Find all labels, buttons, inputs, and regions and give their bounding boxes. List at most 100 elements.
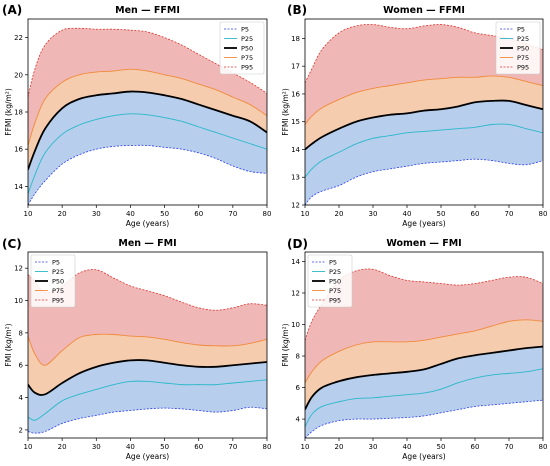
panel-label: (C) bbox=[2, 237, 22, 251]
legend-label-p50: P50 bbox=[517, 44, 529, 52]
band-p50-p75 bbox=[305, 319, 543, 410]
x-tick-label: 60 bbox=[194, 443, 203, 451]
x-tick-label: 20 bbox=[58, 210, 67, 218]
series-line-p50 bbox=[305, 99, 543, 151]
legend-label-p25: P25 bbox=[52, 268, 64, 276]
x-tick-label: 40 bbox=[403, 443, 412, 451]
percentile-bands bbox=[28, 28, 267, 205]
x-tick-label: 80 bbox=[263, 443, 272, 451]
series-line-p5 bbox=[305, 158, 543, 205]
y-axis-label: FMI (kg/m²) bbox=[281, 323, 290, 366]
axes-frame bbox=[304, 251, 544, 439]
x-tick-label: 40 bbox=[126, 210, 135, 218]
y-tick-label: 10 bbox=[291, 321, 300, 329]
axes-frame bbox=[27, 251, 268, 439]
x-tick-label: 40 bbox=[126, 443, 135, 451]
y-tick-label: 14 bbox=[291, 258, 300, 266]
panel-label: (D) bbox=[287, 237, 308, 251]
band-p5-p50 bbox=[28, 360, 267, 434]
x-tick-label: 70 bbox=[228, 210, 237, 218]
x-tick-label: 70 bbox=[505, 443, 514, 451]
panel-label: (A) bbox=[2, 3, 22, 17]
y-axis-label: FFMI (kg/m²) bbox=[281, 88, 290, 136]
x-tick-label: 50 bbox=[160, 210, 169, 218]
band-p5-p50 bbox=[28, 91, 267, 205]
series-line-p25 bbox=[305, 368, 543, 428]
legend-label-p95: P95 bbox=[52, 296, 64, 304]
panel-label: (B) bbox=[287, 3, 307, 17]
band-p75-p95 bbox=[305, 24, 543, 125]
x-tick-label: 70 bbox=[505, 210, 514, 218]
legend-label-p5: P5 bbox=[517, 25, 525, 33]
panel-title: Women — FMI bbox=[386, 238, 461, 249]
y-tick-label: 12 bbox=[14, 265, 23, 273]
series-line-p5 bbox=[305, 399, 543, 438]
y-tick-label: 16 bbox=[291, 90, 300, 98]
x-tick-label: 50 bbox=[160, 443, 169, 451]
chart-panel-2: 10 20 30 40 50 60 70 80 12 13 14 15 16 17 18 (B) Women —… bbox=[281, 3, 547, 228]
y-axis-label: FMI (kg/m²) bbox=[4, 323, 13, 366]
y-tick-label: 8 bbox=[19, 329, 23, 337]
legend-box bbox=[495, 21, 541, 75]
band-p5-p50 bbox=[305, 346, 543, 438]
legend-label-p75: P75 bbox=[241, 54, 253, 62]
legend-box bbox=[30, 254, 76, 308]
series-line-p25 bbox=[28, 113, 267, 194]
x-tick-label: 20 bbox=[58, 443, 67, 451]
legend-label-p25: P25 bbox=[329, 268, 341, 276]
chart-panel-1: 10 20 30 40 50 60 70 80 14 16 18 20 22 (A) Men — FFMI A… bbox=[2, 3, 271, 228]
x-axis-label: Age (years) bbox=[126, 452, 169, 461]
legend-box bbox=[219, 21, 265, 75]
band-p50-p75 bbox=[28, 69, 267, 170]
y-tick-label: 6 bbox=[19, 362, 24, 370]
percentile-bands bbox=[28, 269, 267, 434]
legend-label-p5: P5 bbox=[52, 258, 60, 266]
legend-label-p95: P95 bbox=[517, 63, 529, 71]
legend-label-p75: P75 bbox=[517, 54, 529, 62]
x-tick-label: 80 bbox=[263, 210, 272, 218]
x-tick-label: 20 bbox=[335, 210, 344, 218]
panel-title: Men — FFMI bbox=[115, 5, 180, 16]
y-tick-label: 4 bbox=[19, 394, 24, 402]
series-line-p50 bbox=[28, 90, 267, 170]
legend-label-p25: P25 bbox=[517, 35, 529, 43]
legend-label-p75: P75 bbox=[52, 287, 64, 295]
band-p50-p75 bbox=[305, 75, 543, 150]
x-tick-label: 30 bbox=[369, 210, 378, 218]
panel-title: Women — FFMI bbox=[383, 5, 465, 16]
x-tick-label: 80 bbox=[539, 443, 548, 451]
legend-label-p50: P50 bbox=[329, 277, 341, 285]
x-tick-label: 20 bbox=[335, 443, 344, 451]
series-line-p5 bbox=[28, 406, 267, 434]
x-tick-label: 50 bbox=[437, 443, 446, 451]
series-lines bbox=[305, 268, 543, 438]
band-p75-p95 bbox=[28, 28, 267, 146]
band-p75-p95 bbox=[305, 268, 543, 383]
percentile-bands bbox=[305, 24, 543, 205]
series-line-p25 bbox=[28, 379, 267, 421]
y-tick-label: 18 bbox=[291, 35, 300, 43]
y-tick-label: 15 bbox=[291, 118, 300, 126]
legend-label-p50: P50 bbox=[241, 44, 253, 52]
x-tick-label: 70 bbox=[228, 443, 237, 451]
series-line-p75 bbox=[305, 75, 543, 125]
y-tick-label: 4 bbox=[296, 416, 301, 424]
y-tick-label: 17 bbox=[291, 63, 300, 71]
series-line-p50 bbox=[305, 345, 543, 411]
series-lines bbox=[305, 24, 543, 205]
series-line-p5 bbox=[28, 144, 267, 205]
y-tick-label: 13 bbox=[291, 174, 300, 182]
percentile-bands bbox=[305, 268, 543, 438]
series-line-p75 bbox=[28, 333, 267, 366]
x-axis-label: Age (years) bbox=[126, 219, 169, 228]
series-line-p75 bbox=[305, 319, 543, 384]
y-tick-label: 12 bbox=[291, 202, 300, 210]
y-tick-label: 14 bbox=[291, 146, 300, 154]
x-axis-label: Age (years) bbox=[402, 452, 445, 461]
y-tick-label: 20 bbox=[14, 71, 23, 79]
x-tick-label: 10 bbox=[24, 210, 33, 218]
panel-title: Men — FMI bbox=[118, 238, 176, 249]
legend-label-p95: P95 bbox=[329, 296, 341, 304]
